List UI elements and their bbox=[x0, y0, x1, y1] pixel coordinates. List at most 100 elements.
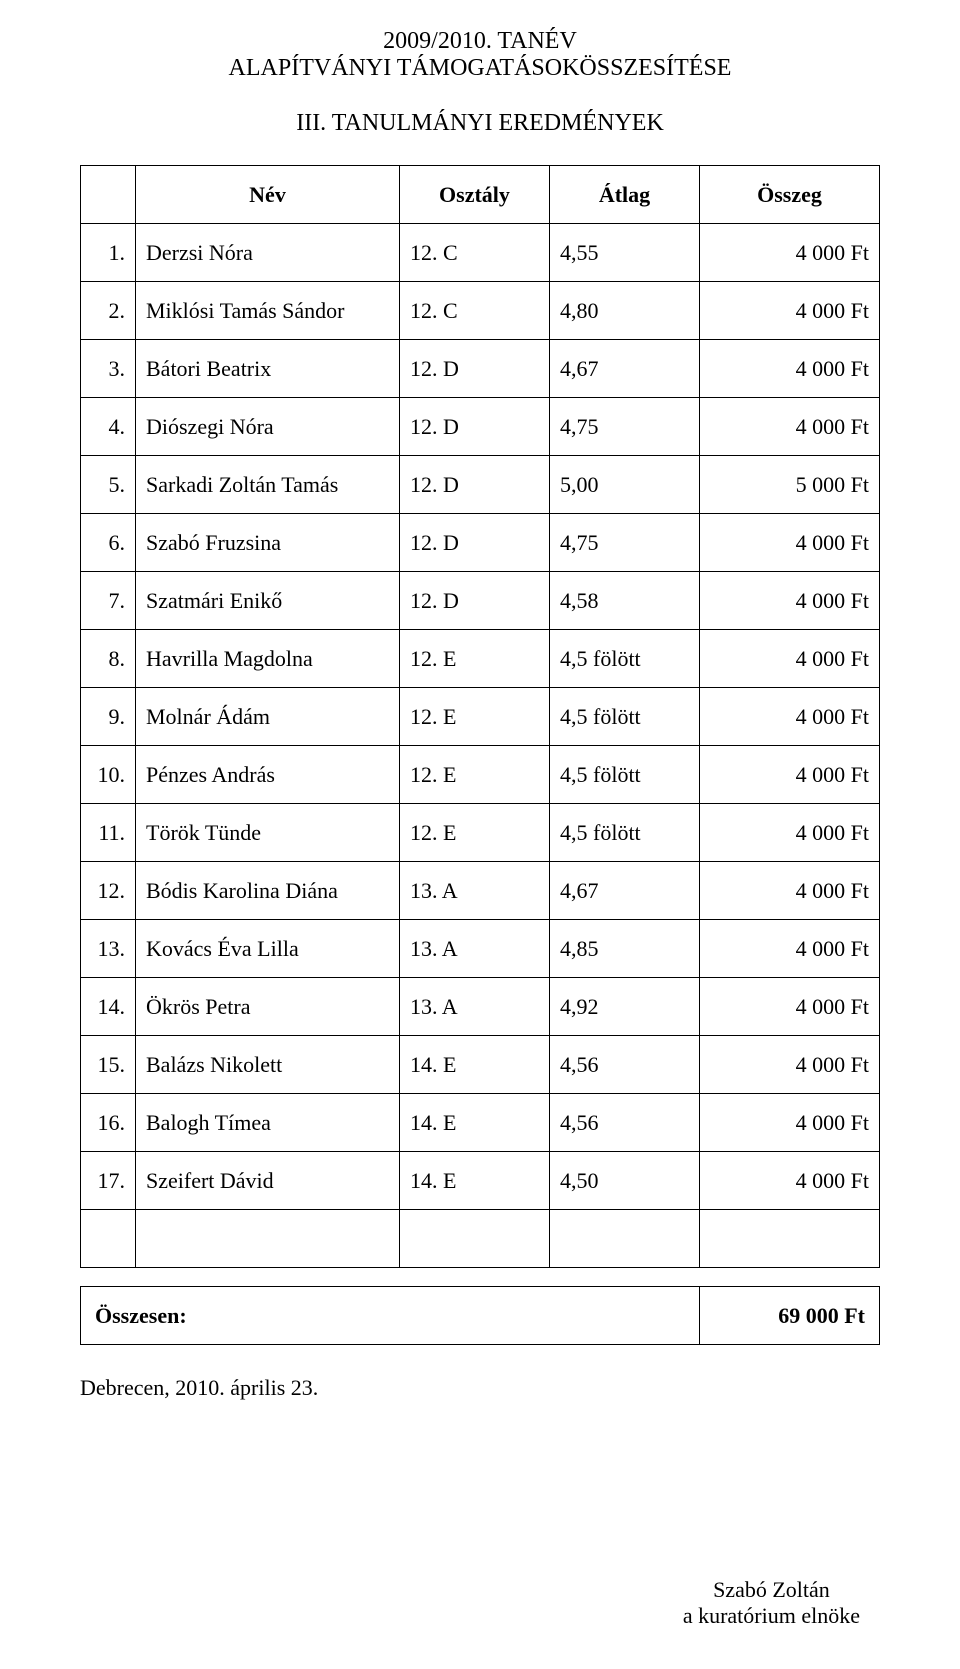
cell-sum: 4 000 Ft bbox=[700, 282, 880, 340]
cell-name: Derzsi Nóra bbox=[136, 224, 400, 282]
header-row: Név Osztály Átlag Összeg bbox=[81, 166, 880, 224]
cell-class: 12. D bbox=[400, 340, 550, 398]
title-line1: 2009/2010. TANÉV bbox=[80, 28, 880, 55]
cell-avg: 4,55 bbox=[550, 224, 700, 282]
total-row: Összesen: 69 000 Ft bbox=[81, 1287, 880, 1345]
cell-name: Ökrös Petra bbox=[136, 978, 400, 1036]
cell-name: Török Tünde bbox=[136, 804, 400, 862]
cell-name: Molnár Ádám bbox=[136, 688, 400, 746]
cell-num: 10. bbox=[81, 746, 136, 804]
table-row: 3.Bátori Beatrix12. D4,674 000 Ft bbox=[81, 340, 880, 398]
cell-sum: 5 000 Ft bbox=[700, 456, 880, 514]
cell-sum: 4 000 Ft bbox=[700, 340, 880, 398]
cell-num: 5. bbox=[81, 456, 136, 514]
cell-class: 12. C bbox=[400, 282, 550, 340]
header-class: Osztály bbox=[400, 166, 550, 224]
table-row: 16.Balogh Tímea14. E4,564 000 Ft bbox=[81, 1094, 880, 1152]
cell-avg: 4,50 bbox=[550, 1152, 700, 1210]
table-row: 17.Szeifert Dávid14. E4,504 000 Ft bbox=[81, 1152, 880, 1210]
cell-num: 16. bbox=[81, 1094, 136, 1152]
cell-class: 12. E bbox=[400, 688, 550, 746]
cell-avg: 5,00 bbox=[550, 456, 700, 514]
table-row: 15.Balázs Nikolett14. E4,564 000 Ft bbox=[81, 1036, 880, 1094]
cell-sum: 4 000 Ft bbox=[700, 1152, 880, 1210]
table-row: 7.Szatmári Enikő12. D4,584 000 Ft bbox=[81, 572, 880, 630]
signature-name: Szabó Zoltán bbox=[683, 1577, 860, 1603]
table-row: 8.Havrilla Magdolna12. E4,5 fölött4 000 … bbox=[81, 630, 880, 688]
cell-avg: 4,85 bbox=[550, 920, 700, 978]
cell-num: 7. bbox=[81, 572, 136, 630]
cell-name: Havrilla Magdolna bbox=[136, 630, 400, 688]
cell-avg: 4,67 bbox=[550, 862, 700, 920]
cell-name: Kovács Éva Lilla bbox=[136, 920, 400, 978]
cell-sum: 4 000 Ft bbox=[700, 1036, 880, 1094]
cell-name: Diószegi Nóra bbox=[136, 398, 400, 456]
cell-name: Szabó Fruzsina bbox=[136, 514, 400, 572]
table-row: 9.Molnár Ádám12. E4,5 fölött4 000 Ft bbox=[81, 688, 880, 746]
cell-sum: 4 000 Ft bbox=[700, 804, 880, 862]
cell-num: 15. bbox=[81, 1036, 136, 1094]
cell-name: Sarkadi Zoltán Tamás bbox=[136, 456, 400, 514]
cell-avg: 4,75 bbox=[550, 514, 700, 572]
cell-num: 1. bbox=[81, 224, 136, 282]
empty-cell bbox=[136, 1210, 400, 1268]
signature-role: a kuratórium elnöke bbox=[683, 1603, 860, 1629]
cell-name: Pénzes András bbox=[136, 746, 400, 804]
cell-sum: 4 000 Ft bbox=[700, 514, 880, 572]
cell-num: 2. bbox=[81, 282, 136, 340]
subtitle: III. TANULMÁNYI EREDMÉNYEK bbox=[80, 110, 880, 137]
table-row: 2.Miklósi Tamás Sándor12. C4,804 000 Ft bbox=[81, 282, 880, 340]
results-table: Név Osztály Átlag Összeg 1.Derzsi Nóra12… bbox=[80, 165, 880, 1268]
cell-avg: 4,56 bbox=[550, 1036, 700, 1094]
cell-avg: 4,5 fölött bbox=[550, 630, 700, 688]
cell-avg: 4,58 bbox=[550, 572, 700, 630]
cell-num: 6. bbox=[81, 514, 136, 572]
table-row: 6.Szabó Fruzsina12. D4,754 000 Ft bbox=[81, 514, 880, 572]
title-line2: ALAPÍTVÁNYI TÁMOGATÁSOKÖSSZESÍTÉSE bbox=[80, 55, 880, 82]
empty-cell bbox=[700, 1210, 880, 1268]
cell-sum: 4 000 Ft bbox=[700, 920, 880, 978]
cell-sum: 4 000 Ft bbox=[700, 862, 880, 920]
cell-avg: 4,5 fölött bbox=[550, 746, 700, 804]
cell-sum: 4 000 Ft bbox=[700, 224, 880, 282]
table-row: 12.Bódis Karolina Diána13. A4,674 000 Ft bbox=[81, 862, 880, 920]
cell-name: Miklósi Tamás Sándor bbox=[136, 282, 400, 340]
header-name: Név bbox=[136, 166, 400, 224]
cell-avg: 4,80 bbox=[550, 282, 700, 340]
cell-class: 14. E bbox=[400, 1036, 550, 1094]
cell-num: 12. bbox=[81, 862, 136, 920]
date-text: Debrecen, 2010. április 23. bbox=[80, 1375, 880, 1401]
page: 2009/2010. TANÉV ALAPÍTVÁNYI TÁMOGATÁSOK… bbox=[0, 0, 960, 1669]
cell-class: 12. E bbox=[400, 804, 550, 862]
cell-num: 3. bbox=[81, 340, 136, 398]
cell-class: 13. A bbox=[400, 978, 550, 1036]
cell-sum: 4 000 Ft bbox=[700, 630, 880, 688]
cell-class: 13. A bbox=[400, 862, 550, 920]
signature-block: Szabó Zoltán a kuratórium elnöke bbox=[683, 1577, 860, 1629]
cell-sum: 4 000 Ft bbox=[700, 746, 880, 804]
cell-avg: 4,67 bbox=[550, 340, 700, 398]
table-row: 5.Sarkadi Zoltán Tamás12. D5,005 000 Ft bbox=[81, 456, 880, 514]
cell-sum: 4 000 Ft bbox=[700, 688, 880, 746]
cell-num: 8. bbox=[81, 630, 136, 688]
total-label: Összesen: bbox=[81, 1287, 700, 1345]
cell-class: 12. D bbox=[400, 572, 550, 630]
cell-avg: 4,75 bbox=[550, 398, 700, 456]
cell-avg: 4,5 fölött bbox=[550, 804, 700, 862]
table-row: 14.Ökrös Petra13. A4,924 000 Ft bbox=[81, 978, 880, 1036]
cell-name: Bátori Beatrix bbox=[136, 340, 400, 398]
cell-name: Szatmári Enikő bbox=[136, 572, 400, 630]
cell-num: 17. bbox=[81, 1152, 136, 1210]
cell-avg: 4,92 bbox=[550, 978, 700, 1036]
header-avg: Átlag bbox=[550, 166, 700, 224]
cell-num: 9. bbox=[81, 688, 136, 746]
empty-row bbox=[81, 1210, 880, 1268]
cell-class: 12. E bbox=[400, 746, 550, 804]
cell-sum: 4 000 Ft bbox=[700, 398, 880, 456]
cell-sum: 4 000 Ft bbox=[700, 572, 880, 630]
header-num bbox=[81, 166, 136, 224]
cell-sum: 4 000 Ft bbox=[700, 978, 880, 1036]
cell-num: 4. bbox=[81, 398, 136, 456]
table-row: 10.Pénzes András12. E4,5 fölött4 000 Ft bbox=[81, 746, 880, 804]
cell-class: 12. D bbox=[400, 456, 550, 514]
